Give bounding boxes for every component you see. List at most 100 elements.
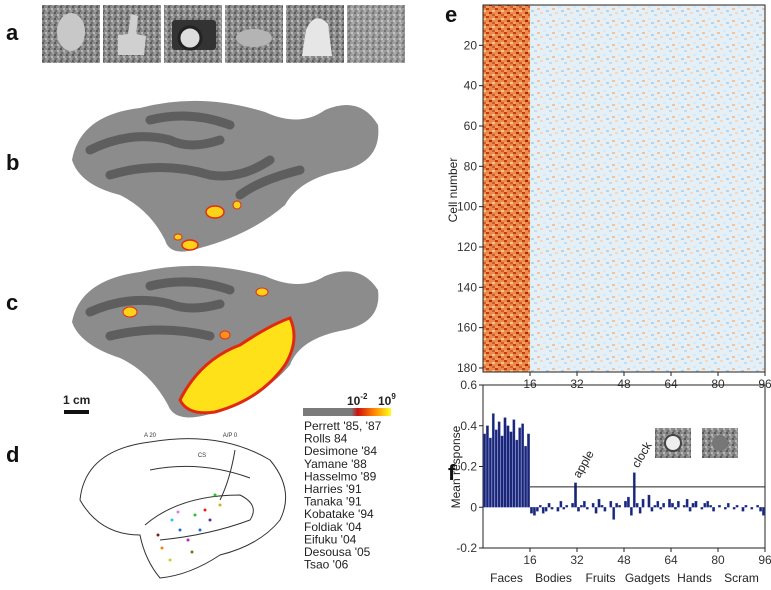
panel-label: b [6,150,19,175]
base: 10 [378,394,392,408]
bar [559,500,563,508]
x-tick-label: 96 [758,377,771,391]
bar-ylabel: Mean response [449,425,463,508]
bar [603,507,607,512]
stimulus-thumbnails [42,5,405,63]
bar [688,507,692,512]
bar [627,496,630,508]
bar [750,507,754,510]
heatmap-other-cells [530,5,765,372]
bar [577,507,580,512]
legend-entry: Perrett '85, '87 [304,419,382,433]
bar [759,507,762,512]
legend-entry: Desousa '05 [304,545,371,559]
bar [691,503,695,508]
y-tick-label: 0.4 [460,419,477,433]
y-tick-label: 180 [457,361,477,375]
y-tick-label: 80 [464,159,478,173]
heatmap-face-cells [483,5,530,372]
legend-entry: Yamane '88 [304,457,367,471]
bar [682,505,686,508]
y-tick-label: 0 [470,500,477,514]
bar [744,505,748,508]
bar [550,507,554,510]
bar [536,507,539,512]
bar [659,507,663,510]
activation [181,239,199,251]
annotation: clock [629,439,655,471]
brain-surface-b [72,100,379,252]
outline [79,438,287,579]
bar [521,423,524,508]
bar [762,507,765,516]
body-shape [302,18,332,56]
sulci [85,111,305,200]
bar [512,419,516,508]
group-label: Hands [677,571,712,585]
bar [647,494,651,508]
camera-lens [177,25,203,51]
bar [600,505,604,508]
bar [609,500,613,508]
sulcus [219,449,236,501]
x-tick-label: 96 [758,553,771,567]
bar [571,503,574,508]
sulcus [149,465,251,479]
brain-label: CS [198,453,206,459]
hand-shape [118,14,146,55]
group-label: Faces [490,571,523,585]
bar [712,507,715,512]
activation [232,200,242,210]
bar [503,417,507,508]
bar [585,507,589,510]
scale-bar-label: 1 cm [63,393,90,407]
bar [565,505,569,508]
legend-entry: Tanaka '91 [304,495,362,509]
bar [497,421,501,508]
recording-sites [156,493,222,562]
colorbar [303,408,391,416]
x-tick-label: 80 [711,553,725,567]
bar [624,500,627,508]
bar [594,507,598,514]
y-tick-label: 20 [464,38,478,52]
colorbar-low-label: 10-2 [347,392,368,408]
bar [732,507,736,510]
brain-outline [79,438,287,579]
bar [615,503,618,508]
bar [650,507,654,512]
bar [709,505,712,508]
bar [597,498,601,508]
bar [662,503,665,508]
bar [500,435,504,508]
x-tick-label: 48 [617,553,631,567]
panel-label: c [6,290,18,315]
bar [741,507,745,512]
bar [486,425,489,508]
activation [205,205,225,219]
fruit-shape [236,29,272,47]
bar [574,482,577,508]
y-tick-label: 0.6 [460,378,477,392]
bar [694,500,698,508]
inset-stimuli [655,428,738,458]
bar [541,507,545,514]
bar [677,500,680,508]
panel-label: a [6,20,19,45]
x-tick-label: 16 [523,377,537,391]
legend-entry: Eifuku '04 [304,532,357,546]
x-tick-label: 16 [523,553,537,567]
bar [638,507,642,514]
x-tick-label: 80 [711,377,725,391]
x-tick-label: 64 [664,377,678,391]
y-tick-label: 140 [457,280,477,294]
legend-entry: Harries '91 [304,482,362,496]
bar [630,507,633,516]
legend-entry: Tsao '06 [304,558,349,572]
bar [544,507,548,512]
y-tick-label: 100 [457,200,477,214]
x-tick-label: 32 [570,553,584,567]
bar [700,507,704,510]
bar [756,505,759,508]
bar [618,505,621,508]
